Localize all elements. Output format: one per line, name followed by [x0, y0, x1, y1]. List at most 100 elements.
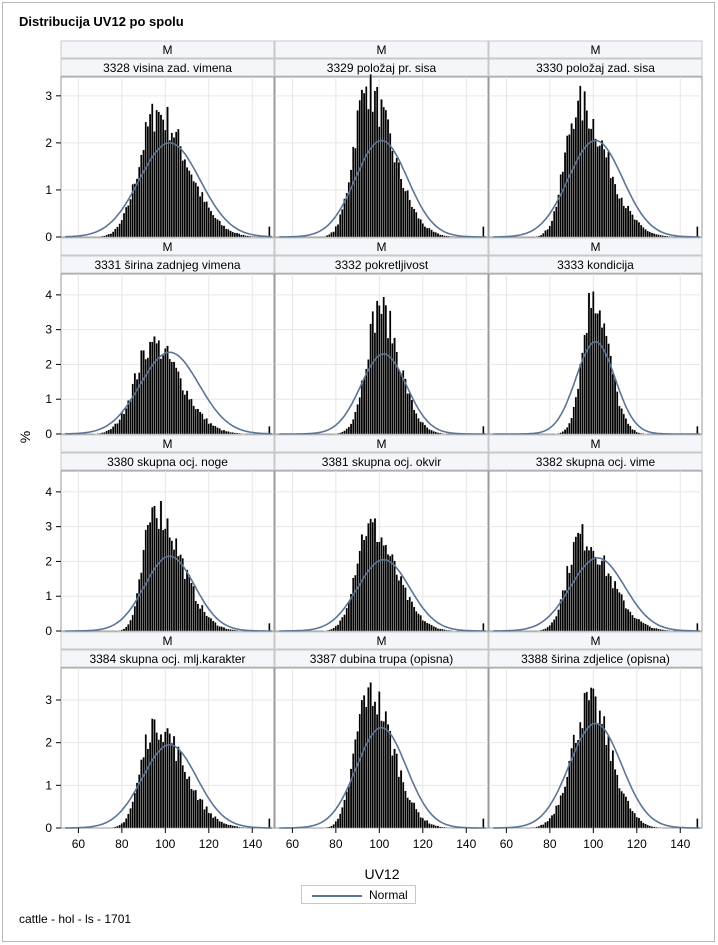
panel-sex-label: M — [591, 43, 601, 57]
histogram-bar — [190, 582, 193, 632]
histogram-bar — [576, 532, 580, 632]
histogram-bar — [214, 217, 217, 238]
histogram-bar — [380, 537, 383, 632]
histogram-bar — [438, 432, 442, 435]
histogram-bar — [548, 624, 552, 632]
histogram-bar — [404, 190, 407, 238]
histogram-bar — [378, 126, 381, 238]
panel-sex-label: M — [591, 240, 601, 254]
histogram-bar — [611, 373, 615, 435]
histogram-bar — [443, 235, 446, 238]
histogram-bar — [644, 623, 647, 632]
panel-trait-header — [274, 649, 489, 668]
histogram-bar — [153, 719, 156, 829]
histogram-bar — [224, 430, 228, 435]
histogram-bar — [386, 724, 390, 829]
histogram-bar — [417, 218, 420, 238]
histogram-bar — [356, 404, 359, 435]
histogram-bar — [659, 234, 662, 238]
panel-sex-header — [60, 40, 275, 59]
histogram-bar — [618, 787, 621, 829]
histogram-bar — [559, 795, 562, 829]
histogram-bar — [227, 824, 230, 829]
histogram-bar — [620, 197, 623, 238]
histogram-bar — [354, 739, 357, 829]
histogram-bar — [349, 423, 353, 435]
histogram-bar — [237, 826, 241, 829]
histogram-bar — [133, 183, 137, 238]
histogram-bar — [408, 799, 412, 829]
histogram-bar — [655, 826, 658, 829]
panel-sex-header — [274, 631, 489, 650]
histogram-bar — [371, 111, 375, 238]
histogram-bar — [227, 431, 230, 435]
histogram-bar — [203, 201, 206, 238]
histogram-bar — [166, 345, 169, 435]
histogram-bar — [574, 117, 578, 238]
histogram-bar — [384, 304, 388, 435]
histogram-bar — [373, 701, 377, 829]
histogram-bar — [550, 220, 554, 238]
histogram-bar — [201, 413, 204, 435]
histogram-bar — [598, 310, 602, 435]
histogram-bar — [201, 799, 204, 829]
histogram-bar — [583, 334, 586, 435]
normal-curve — [493, 722, 700, 829]
normal-curve — [65, 142, 272, 238]
histogram-bar — [445, 827, 448, 829]
histogram-bar — [369, 74, 372, 238]
histogram-bar — [135, 178, 139, 238]
histogram-bar — [589, 307, 593, 435]
histogram-bar — [423, 820, 427, 829]
histogram-bar — [594, 138, 597, 238]
histogram-bar — [428, 429, 431, 435]
histogram-bar — [168, 537, 171, 632]
histogram-bar — [531, 827, 534, 829]
histogram-bar — [408, 392, 412, 435]
histogram-bar — [218, 220, 221, 238]
panel-sex-header — [60, 631, 275, 650]
histogram-bar — [607, 573, 610, 632]
histogram-bar — [109, 428, 113, 435]
histogram-bar — [170, 361, 174, 435]
histogram-bar — [430, 823, 433, 829]
histogram-bar — [615, 774, 619, 829]
histogram-bar — [140, 350, 143, 435]
histogram-bar — [211, 425, 215, 435]
histogram-bar — [185, 778, 189, 829]
histogram-bar — [196, 603, 200, 632]
histogram-bar — [231, 629, 234, 632]
histogram-bar — [227, 228, 230, 238]
histogram-bar — [205, 417, 208, 435]
histogram-bar — [153, 131, 156, 238]
histogram-bar — [607, 735, 610, 829]
histogram-bar — [631, 214, 634, 238]
panel-trait-label: 3328 visina zad. vimena — [103, 61, 232, 75]
histogram-bar — [663, 629, 667, 632]
histogram-bar — [151, 718, 154, 829]
histogram-bar — [618, 198, 621, 238]
histogram-bar — [380, 720, 383, 829]
histogram-bar — [133, 792, 137, 829]
histogram-bar — [201, 604, 204, 632]
histogram-bar — [598, 710, 602, 829]
histogram-bar — [546, 626, 549, 632]
histogram-bar — [650, 627, 654, 632]
histogram-bar — [146, 357, 150, 435]
histogram-bar — [384, 544, 388, 632]
histogram-bar — [635, 219, 639, 238]
histogram-bar — [592, 688, 595, 829]
histogram-bar — [576, 739, 580, 829]
histogram-bar — [380, 99, 383, 238]
histogram-bar — [233, 825, 237, 829]
histogram-bar — [589, 128, 593, 238]
y-tick-label: 0 — [45, 230, 52, 244]
panel-trait-label: 3330 položaj zad. sisa — [536, 61, 655, 75]
histogram-bar — [216, 427, 219, 435]
histogram-bar — [362, 539, 366, 632]
histogram-bar — [192, 180, 195, 238]
panel-trait-label: 3332 pokretljivost — [335, 258, 429, 272]
histogram-bar — [196, 799, 200, 829]
histogram-bar — [194, 600, 198, 632]
histogram-bar — [362, 695, 366, 829]
